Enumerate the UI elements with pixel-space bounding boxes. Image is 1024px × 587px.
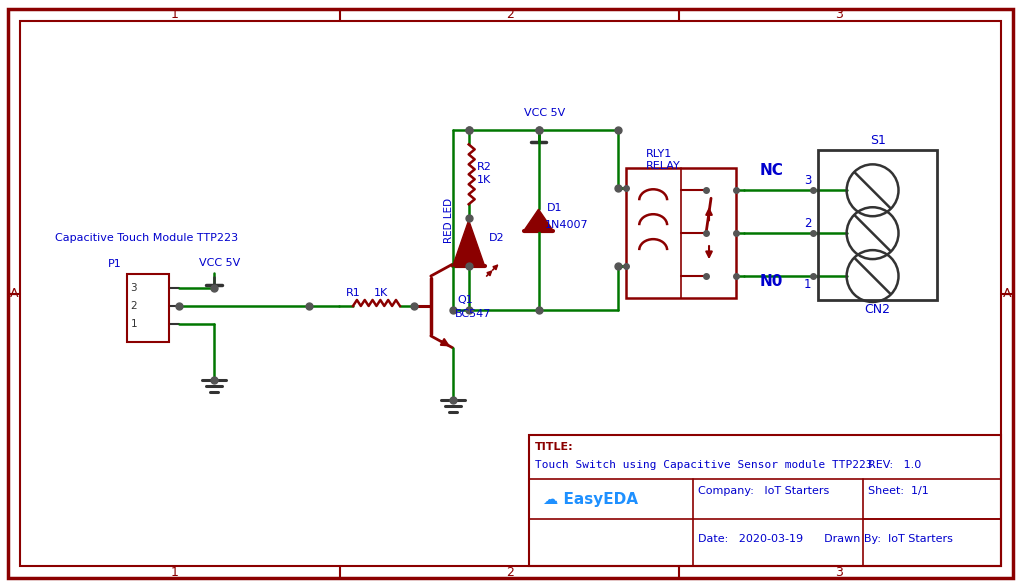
- Text: R1: R1: [346, 288, 360, 298]
- Text: A: A: [1002, 288, 1012, 301]
- Text: RELAY: RELAY: [646, 161, 681, 171]
- Text: Touch Switch using Capacitive Sensor module TTP223: Touch Switch using Capacitive Sensor mod…: [535, 460, 872, 470]
- Text: 1K: 1K: [374, 288, 388, 298]
- Bar: [528, 434, 1001, 566]
- Polygon shape: [523, 209, 553, 231]
- Bar: [627, 168, 736, 298]
- Text: VCC 5V: VCC 5V: [523, 107, 565, 117]
- Text: R2: R2: [477, 163, 492, 173]
- Text: P1: P1: [108, 259, 122, 269]
- Bar: [818, 150, 937, 300]
- Text: Company:   IoT Starters: Company: IoT Starters: [698, 487, 829, 497]
- Bar: [127, 274, 169, 342]
- Text: A: A: [9, 288, 18, 301]
- Text: CN2: CN2: [864, 303, 891, 316]
- Text: S1: S1: [869, 134, 886, 147]
- Text: RLY1: RLY1: [646, 149, 673, 160]
- Text: 2: 2: [506, 566, 513, 579]
- Text: N0: N0: [760, 274, 783, 289]
- Text: Sheet:  1/1: Sheet: 1/1: [867, 487, 929, 497]
- Text: NC: NC: [760, 163, 783, 178]
- Text: 3: 3: [131, 283, 137, 293]
- Text: D2: D2: [488, 233, 504, 243]
- Text: 1K: 1K: [477, 176, 490, 185]
- Text: 2: 2: [131, 301, 137, 311]
- Text: 3: 3: [835, 8, 843, 21]
- Text: D1: D1: [547, 203, 562, 213]
- Text: VCC 5V: VCC 5V: [200, 258, 241, 268]
- Text: 1: 1: [171, 8, 178, 21]
- Polygon shape: [453, 220, 484, 266]
- Text: RED LED: RED LED: [443, 198, 454, 243]
- Text: Capacitive Touch Module TTP223: Capacitive Touch Module TTP223: [55, 233, 238, 243]
- Text: 1: 1: [804, 278, 811, 291]
- Text: 1N4007: 1N4007: [545, 220, 588, 230]
- Text: 1: 1: [131, 319, 137, 329]
- Text: 3: 3: [804, 174, 811, 187]
- Text: REV:   1.0: REV: 1.0: [867, 460, 921, 470]
- Text: Q1: Q1: [458, 295, 473, 305]
- Text: ☁ EasyEDA: ☁ EasyEDA: [544, 492, 639, 507]
- Text: 3: 3: [835, 566, 843, 579]
- Text: 2: 2: [506, 8, 513, 21]
- Text: TITLE:: TITLE:: [535, 441, 573, 451]
- Text: Date:   2020-03-19      Drawn By:  IoT Starters: Date: 2020-03-19 Drawn By: IoT Starters: [698, 534, 953, 544]
- Text: BC547: BC547: [455, 309, 492, 319]
- Text: 1: 1: [171, 566, 178, 579]
- Text: 2: 2: [804, 217, 811, 230]
